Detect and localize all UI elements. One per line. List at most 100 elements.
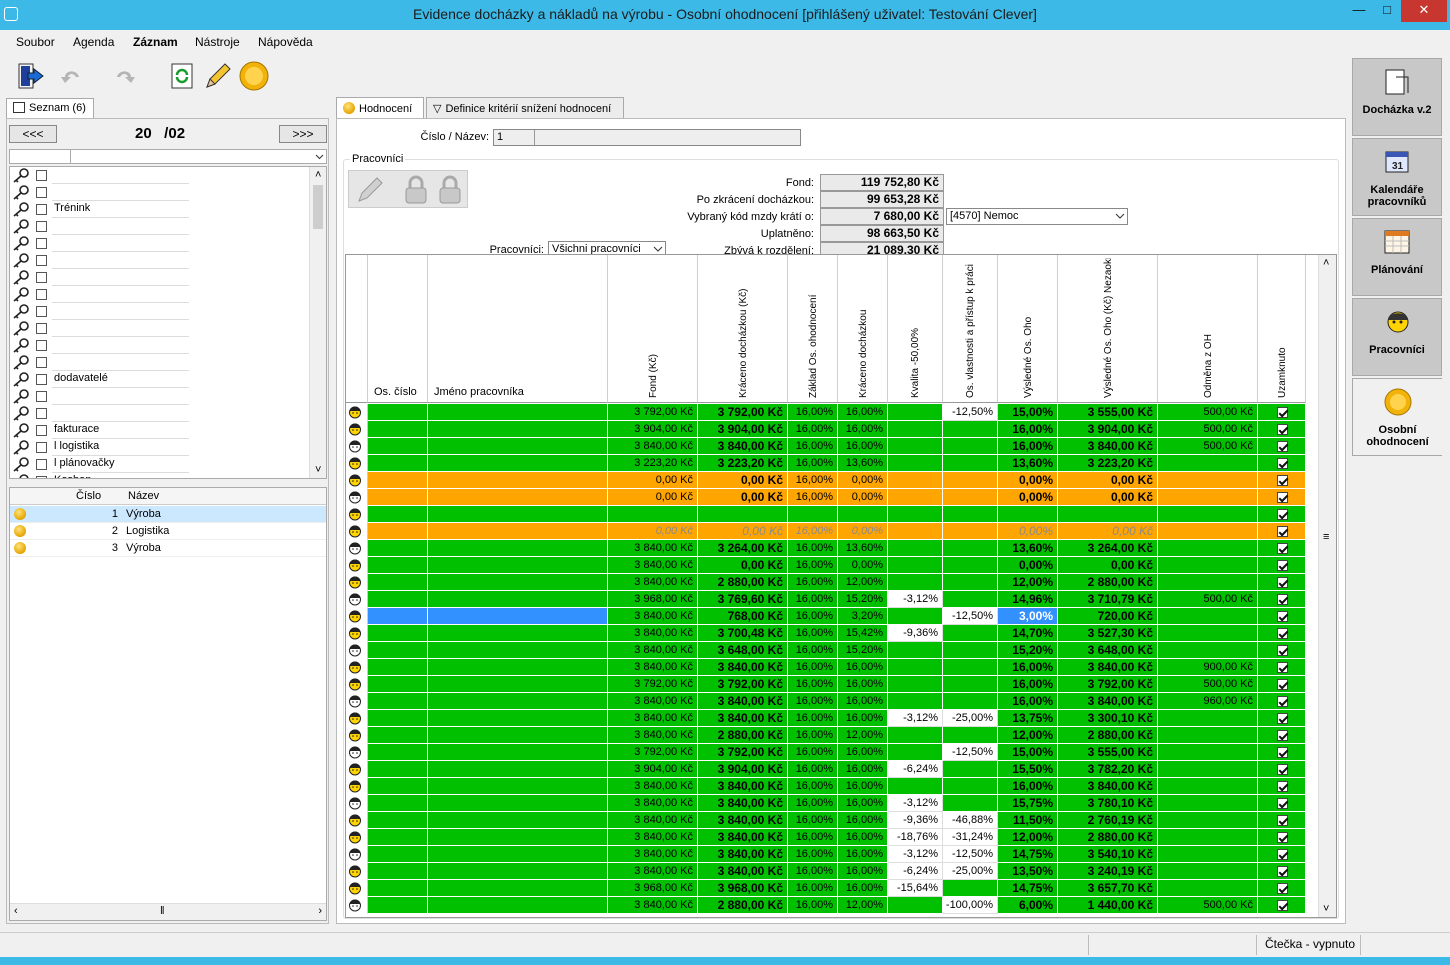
id-field[interactable]: 1: [493, 129, 801, 146]
list-item-checkbox[interactable]: [36, 442, 47, 453]
hdr-kraceno[interactable]: Kráceno docházkou: [838, 255, 888, 403]
table-row[interactable]: 3 840,00 Kč 0,00 Kč 16,00% 0,00% 0,00% 0,00 K…: [346, 557, 1308, 574]
table-row[interactable]: 3 840,00 Kč 3 840,00 Kč 16,00% 16,00% -18,76…: [346, 829, 1308, 846]
list-item[interactable]: [10, 218, 310, 235]
list-item[interactable]: l logistika: [10, 439, 310, 456]
list-item[interactable]: [10, 184, 310, 201]
table-row[interactable]: 3 840,00 Kč 2 880,00 Kč 16,00% 12,00% 12,00%…: [346, 574, 1308, 591]
pencil-icon[interactable]: [355, 175, 385, 205]
close-button[interactable]: ✕: [1401, 0, 1447, 22]
locked-checkbox[interactable]: [1277, 798, 1288, 809]
locked-checkbox[interactable]: [1277, 781, 1288, 792]
locked-checkbox[interactable]: [1277, 832, 1288, 843]
cell-uzamknuto[interactable]: [1258, 455, 1306, 472]
locked-checkbox[interactable]: [1277, 866, 1288, 877]
hdr-vlastnosti[interactable]: Os. vlastnosti a přístup k práci: [943, 255, 998, 403]
table-row[interactable]: 0,00 Kč 0,00 Kč 16,00% 0,00% 0,00% 0,00 Kč: [346, 489, 1308, 506]
list-item-checkbox[interactable]: [36, 408, 47, 419]
locked-checkbox[interactable]: [1277, 849, 1288, 860]
table-row[interactable]: 3 840,00 Kč 3 840,00 Kč 16,00% 16,00% -6,24%…: [346, 863, 1308, 880]
filter-combo[interactable]: [9, 149, 327, 164]
menu-soubor[interactable]: Soubor: [16, 35, 55, 49]
locked-checkbox[interactable]: [1277, 645, 1288, 656]
locked-checkbox[interactable]: [1277, 509, 1288, 520]
cell-uzamknuto[interactable]: [1258, 863, 1306, 880]
list-item-checkbox[interactable]: [36, 221, 47, 232]
locked-checkbox[interactable]: [1277, 492, 1288, 503]
list-item-checkbox[interactable]: [36, 476, 47, 478]
table-row[interactable]: 3 840,00 Kč 3 840,00 Kč 16,00% 16,00% 16,00%…: [346, 438, 1308, 455]
locked-checkbox[interactable]: [1277, 543, 1288, 554]
cell-uzamknuto[interactable]: [1258, 761, 1306, 778]
table-row[interactable]: 3 792,00 Kč 3 792,00 Kč 16,00% 16,00% -12,50…: [346, 404, 1308, 421]
list-item[interactable]: Koshon: [10, 473, 310, 478]
cell-uzamknuto[interactable]: [1258, 540, 1306, 557]
list-item-checkbox[interactable]: [36, 374, 47, 385]
locked-checkbox[interactable]: [1277, 407, 1288, 418]
cell-uzamknuto[interactable]: [1258, 489, 1306, 506]
list-item[interactable]: fakturace: [10, 422, 310, 439]
workers-select[interactable]: Všichni pracovníci: [548, 241, 666, 258]
cell-uzamknuto[interactable]: [1258, 778, 1306, 795]
table-row[interactable]: 0,00 Kč 0,00 Kč 16,00% 0,00% 0,00% 0,00 Kč: [346, 472, 1308, 489]
menu-zaznam[interactable]: Záznam: [133, 35, 178, 49]
table-row[interactable]: 3 840,00 Kč 3 700,48 Kč 16,00% 15,42% -9,36%…: [346, 625, 1308, 642]
locked-checkbox[interactable]: [1277, 424, 1288, 435]
refresh-icon[interactable]: [166, 60, 198, 92]
coin-icon[interactable]: [238, 60, 270, 92]
list-item[interactable]: [10, 354, 310, 371]
list-item[interactable]: [10, 286, 310, 303]
table-row[interactable]: 3 840,00 Kč 2 880,00 Kč 16,00% 12,00% -100,0…: [346, 897, 1308, 914]
locked-checkbox[interactable]: [1277, 764, 1288, 775]
locked-checkbox[interactable]: [1277, 815, 1288, 826]
locked-checkbox[interactable]: [1277, 900, 1288, 911]
list-item[interactable]: [10, 303, 310, 320]
tab-seznam[interactable]: Seznam (6): [6, 98, 94, 118]
maximize-button[interactable]: □: [1373, 0, 1401, 22]
locked-checkbox[interactable]: [1277, 441, 1288, 452]
table-row[interactable]: 3 968,00 Kč 3 968,00 Kč 16,00% 16,00% -15,64…: [346, 880, 1308, 897]
menu-agenda[interactable]: Agenda: [73, 35, 115, 49]
table-row[interactable]: 3 840,00 Kč 3 840,00 Kč 16,00% 16,00% 16,00%…: [346, 659, 1308, 676]
locked-checkbox[interactable]: [1277, 628, 1288, 639]
list-item[interactable]: [10, 269, 310, 286]
pencil-icon[interactable]: [202, 60, 234, 92]
locked-checkbox[interactable]: [1277, 475, 1288, 486]
locked-checkbox[interactable]: [1277, 560, 1288, 571]
table-row[interactable]: 3 840,00 Kč 3 840,00 Kč 16,00% 16,00% -9,36%…: [346, 812, 1308, 829]
list-item[interactable]: [10, 388, 310, 405]
menu-nastroje[interactable]: Nástroje: [195, 35, 240, 49]
table-row[interactable]: 3 904,00 Kč 3 904,00 Kč 16,00% 16,00% 16,00%…: [346, 421, 1308, 438]
lock-icon[interactable]: [403, 175, 429, 205]
cell-uzamknuto[interactable]: [1258, 472, 1306, 489]
cell-uzamknuto[interactable]: [1258, 438, 1306, 455]
cell-uzamknuto[interactable]: [1258, 421, 1306, 438]
list-item[interactable]: dodavatelé: [10, 371, 310, 388]
table-row[interactable]: 1 Výroba: [10, 506, 326, 523]
list-item-checkbox[interactable]: [36, 204, 47, 215]
table-row[interactable]: 0,00 Kč 0,00 Kč 16,00% 0,00% 0,00% 0,00 Kč: [346, 523, 1308, 540]
locked-checkbox[interactable]: [1277, 526, 1288, 537]
wage-code-select[interactable]: [4570] Nemoc: [946, 208, 1128, 225]
hdr-kraceno-kc[interactable]: Kráceno docházkou (Kč): [698, 255, 788, 403]
table-row[interactable]: 3 968,00 Kč 3 769,60 Kč 16,00% 15,20% -3,12%…: [346, 591, 1308, 608]
list-item-checkbox[interactable]: [36, 391, 47, 402]
cell-uzamknuto[interactable]: [1258, 710, 1306, 727]
cell-uzamknuto[interactable]: [1258, 846, 1306, 863]
list-item[interactable]: [10, 337, 310, 354]
cell-uzamknuto[interactable]: [1258, 523, 1306, 540]
list-item-checkbox[interactable]: [36, 272, 47, 283]
cell-uzamknuto[interactable]: [1258, 404, 1306, 421]
list-item-checkbox[interactable]: [36, 323, 47, 334]
table-row[interactable]: 3 840,00 Kč 3 648,00 Kč 16,00% 15,20% 15,20%…: [346, 642, 1308, 659]
minimize-button[interactable]: —: [1345, 0, 1373, 22]
prev-period-button[interactable]: <<<: [9, 125, 57, 143]
cell-uzamknuto[interactable]: [1258, 591, 1306, 608]
table-row[interactable]: 3 840,00 Kč 3 840,00 Kč 16,00% 16,00% 16,00%…: [346, 778, 1308, 795]
scroll-up-icon[interactable]: ˄: [1323, 257, 1330, 269]
cell-uzamknuto[interactable]: [1258, 693, 1306, 710]
locked-checkbox[interactable]: [1277, 611, 1288, 622]
table-row[interactable]: [346, 506, 1308, 523]
table-row[interactable]: 2 Logistika: [10, 523, 326, 540]
locked-checkbox[interactable]: [1277, 747, 1288, 758]
